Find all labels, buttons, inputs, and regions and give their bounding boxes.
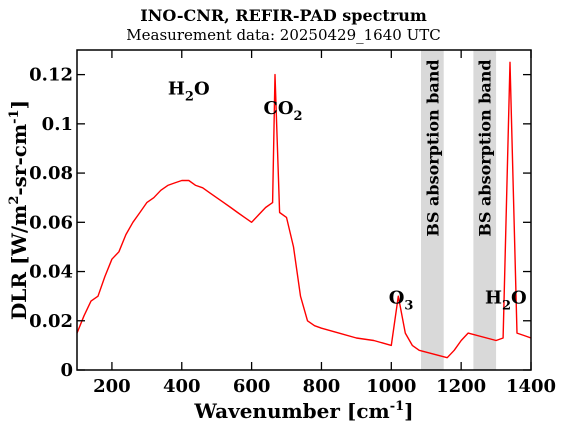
- x-tick-label: 200: [93, 376, 131, 397]
- x-tick-label: 600: [233, 376, 271, 397]
- chart-subtitle: Measurement data: 20250429_1640 UTC: [126, 26, 441, 44]
- band-label: BS absorption band: [476, 59, 495, 236]
- molecule-annotation: H2O: [168, 78, 210, 104]
- y-tick-label: 0.06: [29, 212, 73, 233]
- band-label: BS absorption band: [423, 59, 442, 236]
- absorption-band: [473, 50, 497, 370]
- y-tick-label: 0.1: [42, 114, 73, 135]
- x-tick-label: 400: [163, 376, 201, 397]
- x-axis-title-close: ]: [404, 399, 413, 423]
- molecule-annotation: CO2: [264, 98, 303, 124]
- x-axis-title: Wavenumber [cm-1]: [193, 399, 413, 423]
- spectrum-line: [77, 61, 531, 359]
- annotation-subscript: 3: [404, 299, 413, 314]
- y-tick-label: 0.02: [29, 311, 73, 332]
- y-axis-title-sup: 2: [7, 196, 22, 205]
- molecule-annotation: H2O: [485, 288, 527, 314]
- annotation-text: H: [485, 288, 502, 309]
- bands-layer: BS absorption band BS absorption band: [420, 50, 497, 370]
- annotation-subscript: 2: [294, 109, 303, 124]
- annotation-tail: O: [194, 78, 210, 99]
- plot-frame: [76, 49, 532, 371]
- y-tick-label: 0.08: [29, 163, 73, 184]
- annotation-text: CO: [264, 98, 294, 119]
- y-axis-title-mid: -sr-cm: [7, 124, 31, 196]
- annotation-text: O: [389, 288, 405, 309]
- x-tick-label: 800: [303, 376, 341, 397]
- x-tick-label: 1400: [506, 376, 556, 397]
- x-tick-label: 1000: [366, 376, 416, 397]
- y-axis-title: DLR [W/m2-sr-cm-1]: [7, 100, 31, 320]
- y-tick-label: 0: [60, 360, 73, 381]
- absorption-band: [420, 50, 444, 370]
- x-axis-title-text: Wavenumber [cm: [193, 399, 389, 423]
- y-axis-title-close: ]: [7, 100, 31, 109]
- molecule-annotation: O3: [389, 288, 414, 314]
- x-tick-label: 1200: [436, 376, 486, 397]
- annotation-tail: O: [511, 288, 527, 309]
- y-tick-label: 0.12: [29, 65, 73, 86]
- annotation-text: H: [168, 78, 185, 99]
- chart-title: INO-CNR, REFIR-PAD spectrum: [140, 6, 427, 25]
- y-tick-label: 0.04: [29, 262, 73, 283]
- annotation-subscript: 2: [185, 89, 194, 104]
- x-axis-title-sup: -1: [390, 399, 404, 414]
- series-layer: [77, 61, 531, 359]
- y-axis-title-sup2: -1: [7, 109, 22, 123]
- annotation-subscript: 2: [502, 299, 511, 314]
- y-axis-title-text: DLR [W/m: [7, 205, 31, 320]
- ticks-layer: 200 400 600 800 1000 1200 1400 0 0.02 0.04 0.06 0.0…: [29, 50, 556, 397]
